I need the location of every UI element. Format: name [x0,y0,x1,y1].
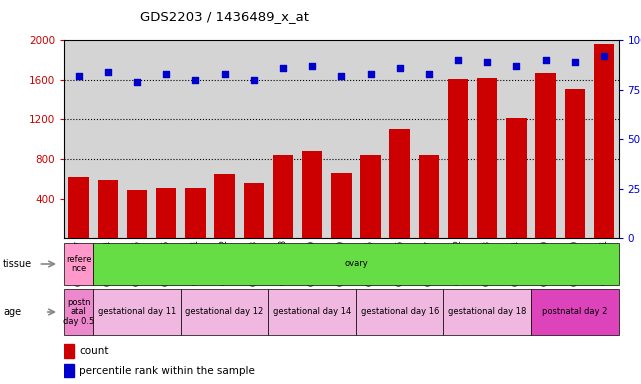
Bar [97,180,118,238]
Text: postnatal day 2: postnatal day 2 [542,308,608,316]
Bar [302,151,322,238]
Point [74,73,84,79]
Point [132,79,142,85]
Text: gestational day 12: gestational day 12 [185,308,263,316]
Bar [360,155,381,238]
Bar [477,78,497,238]
Bar [444,289,531,335]
Point [307,63,317,69]
Bar [64,289,94,335]
Bar [181,289,269,335]
Bar [64,344,74,358]
Bar [331,173,351,238]
Text: age: age [3,307,21,317]
Bar [565,89,585,238]
Bar [419,155,439,238]
Point [512,63,522,69]
Bar [69,177,89,238]
Bar [156,188,176,238]
Bar [506,118,527,238]
Point [190,77,201,83]
Point [365,71,376,77]
Text: postn
atal
day 0.5: postn atal day 0.5 [63,298,94,326]
Bar [531,289,619,335]
Bar [356,289,444,335]
Text: tissue: tissue [3,259,32,269]
Bar [64,364,74,377]
Point [453,57,463,63]
Bar [127,190,147,238]
Text: refere
nce: refere nce [66,255,92,273]
Bar [273,155,293,238]
Text: gestational day 18: gestational day 18 [448,308,526,316]
Point [599,53,609,59]
Point [336,73,346,79]
Point [249,77,259,83]
Text: gestational day 14: gestational day 14 [273,308,351,316]
Bar [390,129,410,238]
Text: gestational day 16: gestational day 16 [360,308,439,316]
Text: gestational day 11: gestational day 11 [98,308,176,316]
Point [278,65,288,71]
Bar [94,289,181,335]
Bar [185,188,206,238]
Point [161,71,171,77]
Bar [448,79,469,238]
Point [395,65,405,71]
Point [424,71,434,77]
Bar [594,44,614,238]
Bar [269,289,356,335]
Text: GDS2203 / 1436489_x_at: GDS2203 / 1436489_x_at [140,10,309,23]
Point [219,71,229,77]
Text: count: count [79,346,109,356]
Point [540,57,551,63]
Point [482,59,492,65]
Bar [64,243,94,285]
Bar [214,174,235,238]
Bar [244,183,264,238]
Point [103,69,113,75]
Bar [535,73,556,238]
Point [570,59,580,65]
Text: ovary: ovary [344,260,368,268]
Text: percentile rank within the sample: percentile rank within the sample [79,366,255,376]
